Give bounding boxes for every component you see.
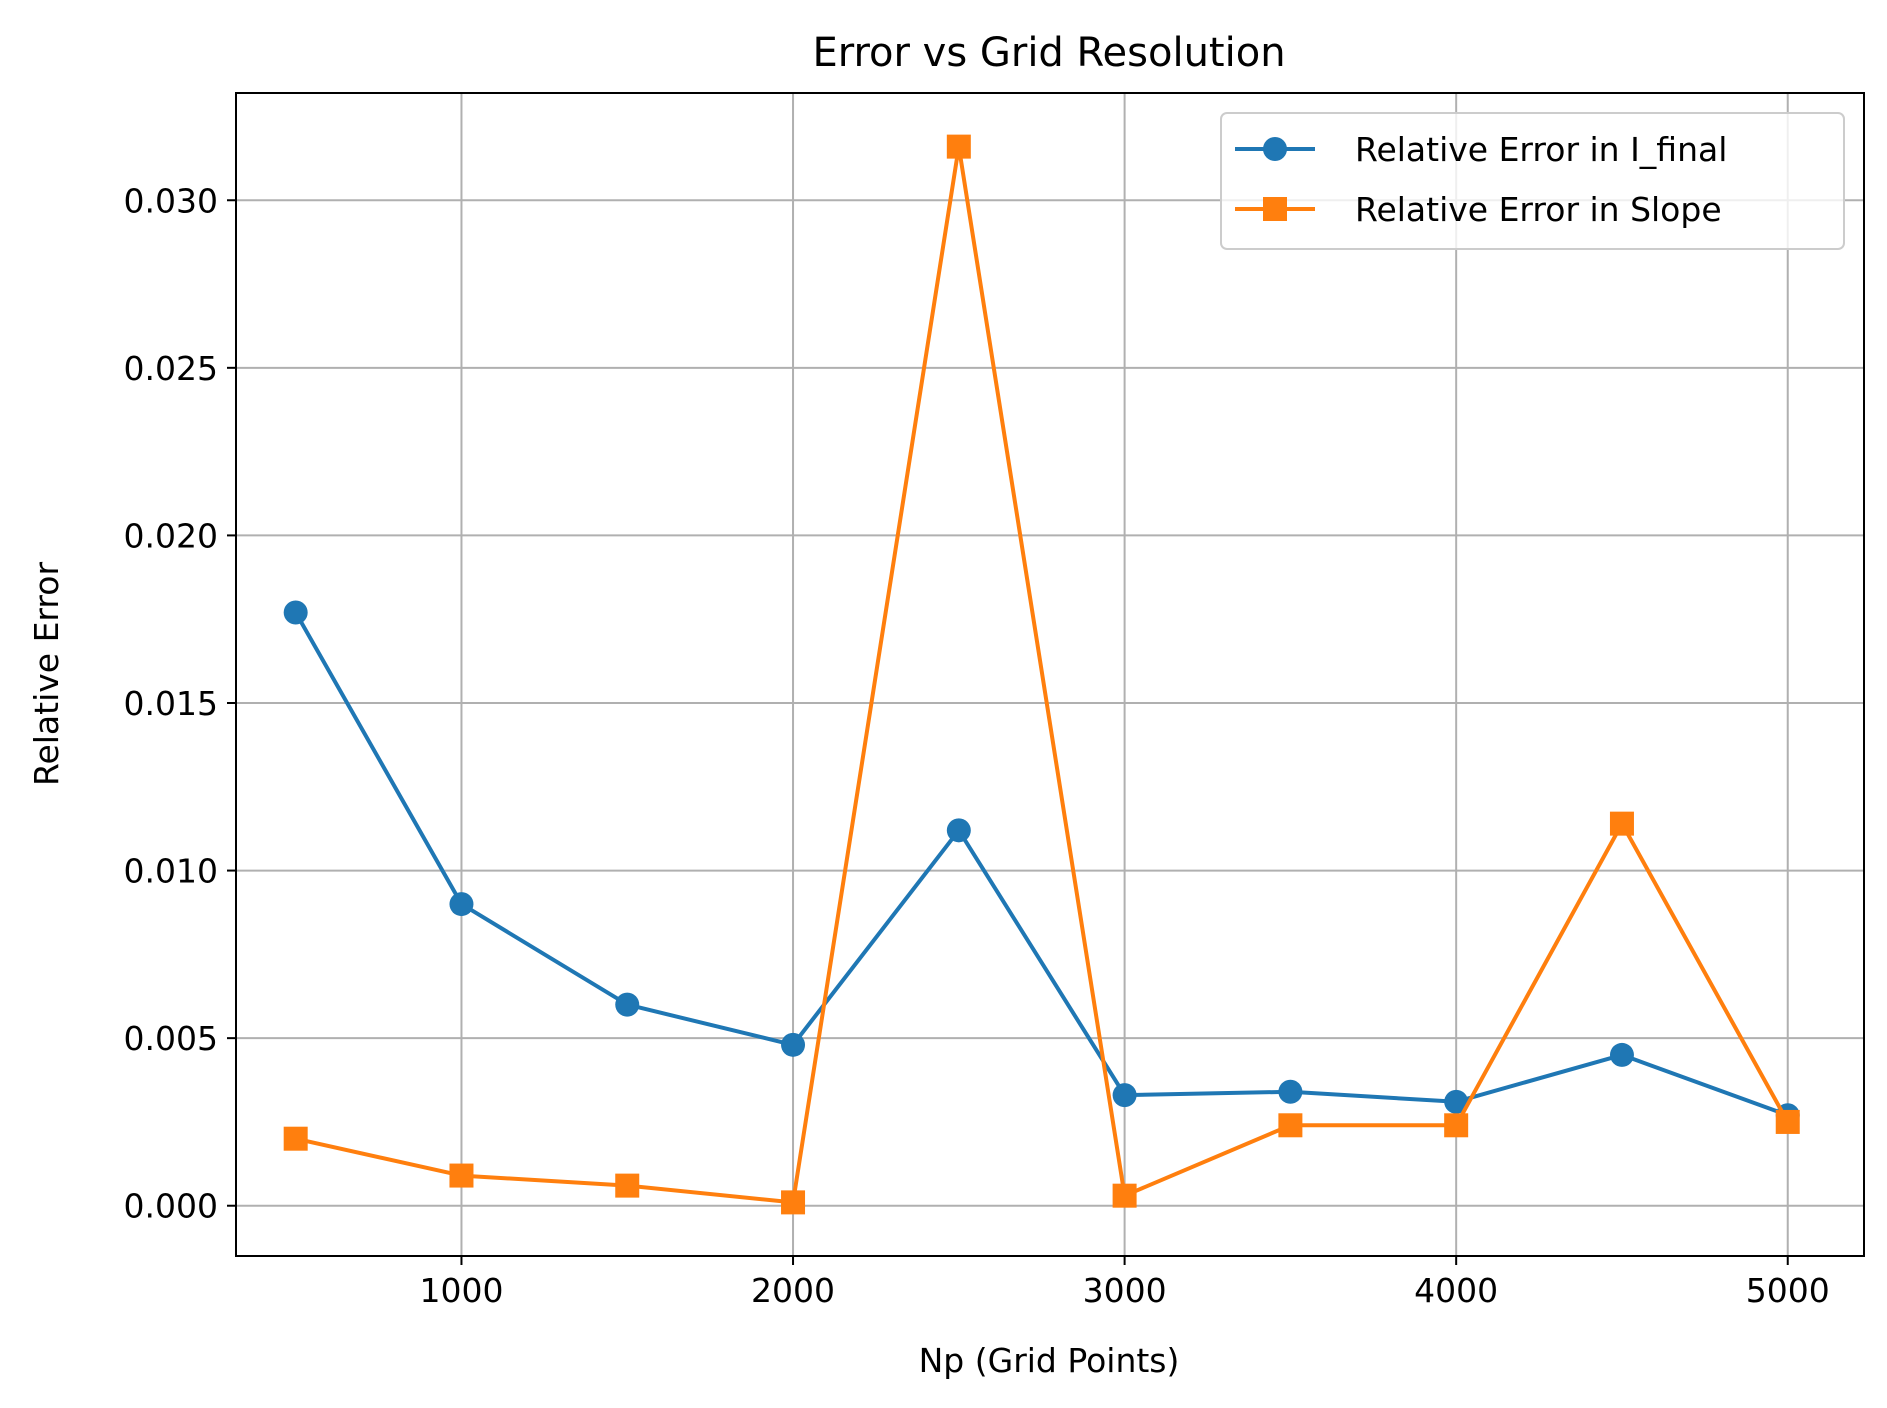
data-point: [283, 600, 308, 625]
x-tick-label: 5000: [1746, 1271, 1830, 1310]
grid: [236, 93, 1864, 1256]
data-point: [1775, 1109, 1800, 1134]
x-axis-label: Np (Grid Points): [919, 1341, 1180, 1380]
series-0: [283, 600, 1800, 1128]
y-tick-label: 0.020: [124, 516, 218, 555]
axis-ticks: 1000 2000 3000 4000 5000 0.000 0.005 0.010 0.015…: [124, 181, 1830, 1310]
series-1: [283, 134, 1800, 1215]
x-tick-label: 4000: [1414, 1271, 1498, 1310]
legend-box: [1220, 112, 1845, 250]
legend-marker-slope: [1263, 197, 1287, 221]
x-tick-label: 2000: [751, 1271, 835, 1310]
y-tick-label: 0.000: [124, 1187, 218, 1226]
legend-label-slope: Relative Error in Slope: [1355, 190, 1722, 229]
plot-frame: [235, 92, 1865, 1257]
series-line: [295, 144, 1790, 1205]
data-point: [1112, 1083, 1137, 1108]
x-tick-label: 3000: [1083, 1271, 1167, 1310]
y-tick-label: 0.015: [124, 684, 218, 723]
y-tick-label: 0.010: [124, 852, 218, 891]
data-point: [946, 134, 971, 159]
chart-title: Error vs Grid Resolution: [812, 30, 1285, 76]
legend-marker-i-final: [1263, 137, 1287, 161]
y-tick-label: 0.030: [124, 181, 218, 220]
data-point: [449, 1163, 474, 1188]
data-point: [1444, 1089, 1469, 1114]
data-point: [283, 1126, 308, 1151]
y-tick-label: 0.005: [124, 1019, 218, 1058]
data-point: [1444, 1113, 1469, 1138]
data-point: [615, 1173, 640, 1198]
data-point: [1278, 1079, 1303, 1104]
x-tick-label: 1000: [419, 1271, 503, 1310]
data-point: [1609, 1042, 1634, 1067]
data-point: [1278, 1113, 1303, 1138]
y-axis-label: Relative Error: [27, 562, 66, 786]
legend: Relative Error in I_final Relative Error…: [1220, 112, 1845, 250]
data-point: [1609, 811, 1634, 836]
data-point: [1112, 1183, 1137, 1208]
data-point: [615, 992, 640, 1017]
plot-series: [283, 134, 1800, 1215]
y-tick-label: 0.025: [124, 349, 218, 388]
data-point: [781, 1190, 806, 1215]
legend-label-i-final: Relative Error in I_final: [1355, 130, 1727, 169]
series-line: [293, 611, 1789, 1118]
data-point: [781, 1032, 806, 1057]
data-point: [946, 818, 971, 843]
data-point: [449, 892, 474, 917]
